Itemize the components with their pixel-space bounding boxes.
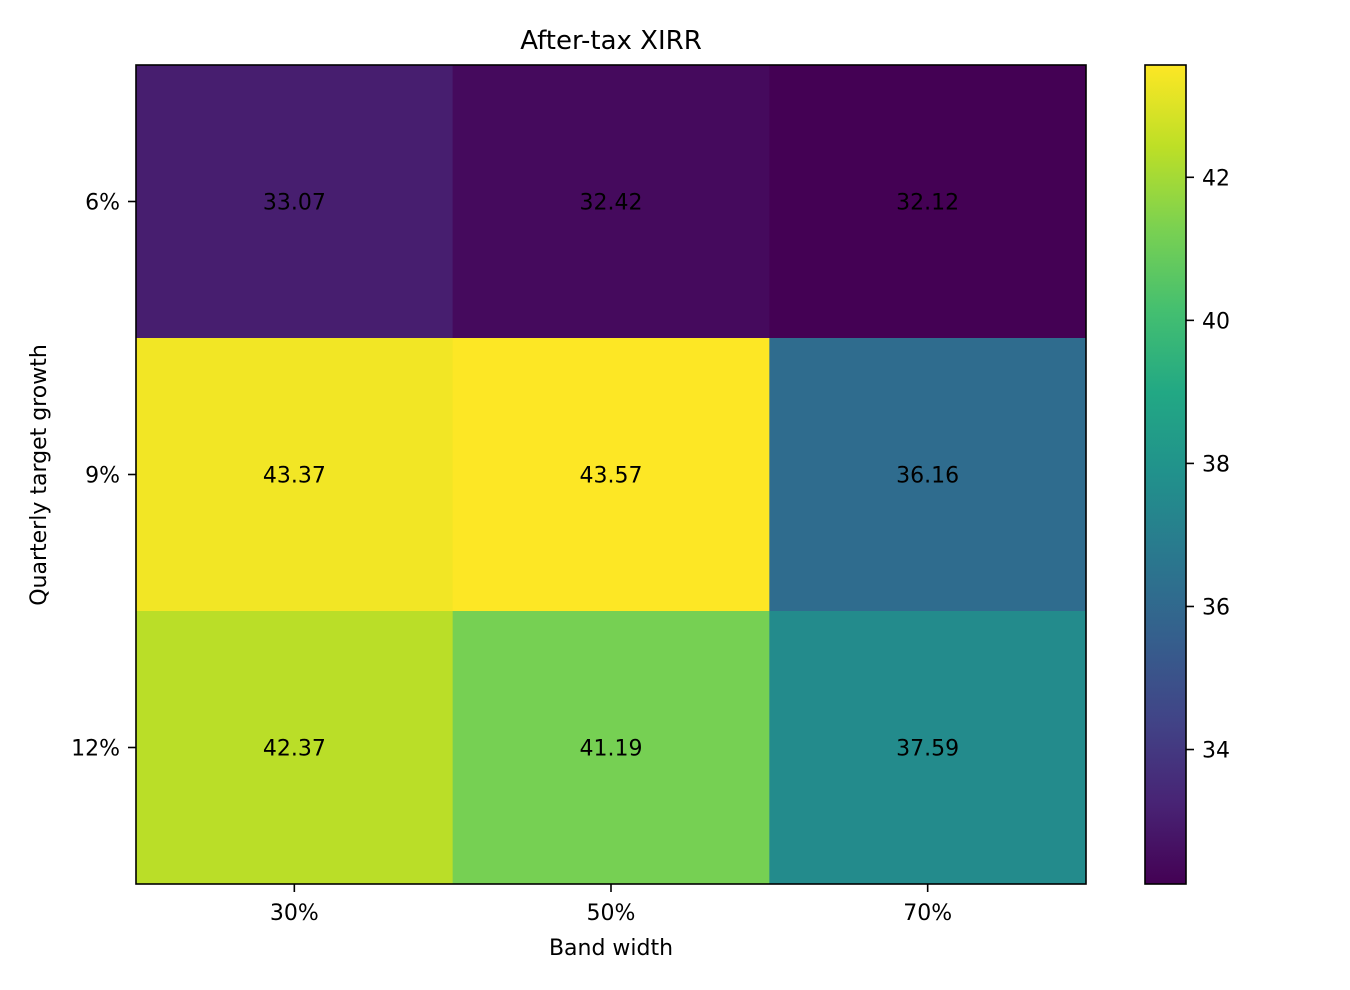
heatmap-cell — [769, 611, 1087, 885]
heatmap-cell — [136, 338, 454, 612]
colorbar-tick-label: 36 — [1202, 595, 1230, 620]
x-axis-ticks: 30% 50% 70% — [270, 884, 952, 926]
y-tick-label: 9% — [85, 464, 120, 489]
heatmap-cell — [136, 65, 454, 339]
colorbar-ticks: 34 36 38 40 42 — [1186, 166, 1230, 764]
heatmap-cell — [452, 65, 770, 339]
cell-value-label: 42.37 — [263, 737, 326, 762]
colorbar-tick-label: 34 — [1202, 739, 1230, 764]
x-axis-label: Band width — [549, 936, 673, 961]
colorbar-tick-label: 38 — [1202, 452, 1230, 477]
cell-value-label: 32.12 — [896, 191, 959, 216]
x-tick-label: 50% — [587, 901, 636, 926]
heatmap-cell — [452, 338, 770, 612]
heatmap-cell — [452, 611, 770, 885]
cell-value-label: 36.16 — [896, 464, 959, 489]
cell-value-label: 33.07 — [263, 191, 326, 216]
cell-value-label: 41.19 — [580, 737, 643, 762]
x-tick-label: 30% — [270, 901, 319, 926]
colorbar — [1144, 64, 1187, 885]
cell-value-label: 43.57 — [580, 464, 643, 489]
heatmap-cell — [769, 338, 1087, 612]
cell-value-label: 43.37 — [263, 464, 326, 489]
cell-value-label: 32.42 — [580, 191, 643, 216]
cell-value-label: 37.59 — [896, 737, 959, 762]
heatmap-cell-labels: 33.07 32.42 32.12 43.37 43.57 36.16 42.37 41.19… — [263, 191, 959, 762]
y-axis-ticks: 6% 9% 12% — [71, 191, 136, 762]
heatmap-cell — [769, 65, 1087, 339]
heatmap-cells — [136, 65, 1087, 885]
y-tick-label: 6% — [85, 191, 120, 216]
y-tick-label: 12% — [71, 737, 120, 762]
colorbar-tick-label: 40 — [1202, 309, 1230, 334]
heatmap-cell — [136, 611, 454, 885]
x-tick-label: 70% — [903, 901, 952, 926]
colorbar-tick-label: 42 — [1202, 166, 1230, 191]
y-axis-label: Quarterly target growth — [27, 344, 52, 606]
chart-title: After-tax XIRR — [520, 26, 702, 56]
